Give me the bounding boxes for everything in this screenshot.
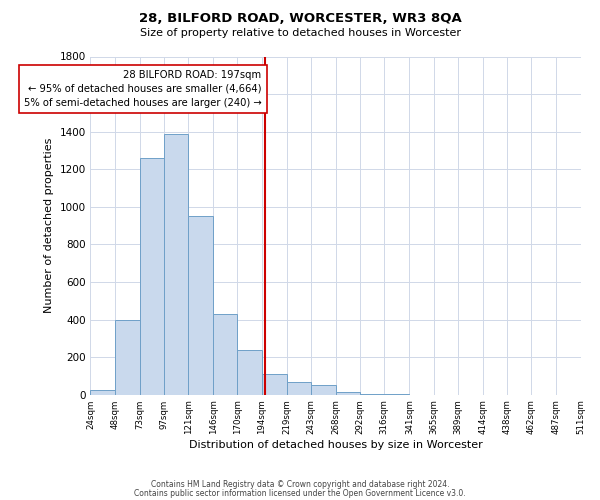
Text: Contains HM Land Registry data © Crown copyright and database right 2024.: Contains HM Land Registry data © Crown c… (151, 480, 449, 489)
Bar (311, 386, 336, 394)
Bar (262, 374, 287, 394)
Text: 28, BILFORD ROAD, WORCESTER, WR3 8QA: 28, BILFORD ROAD, WORCESTER, WR3 8QA (139, 12, 461, 26)
Text: Size of property relative to detached houses in Worcester: Size of property relative to detached ho… (139, 28, 461, 38)
Bar (238, 350, 262, 395)
Bar (336, 392, 360, 394)
Bar (287, 382, 311, 394)
Text: 28 BILFORD ROAD: 197sqm
← 95% of detached houses are smaller (4,664)
5% of semi-: 28 BILFORD ROAD: 197sqm ← 95% of detache… (24, 70, 262, 108)
Bar (188, 216, 213, 394)
Bar (164, 134, 188, 394)
Bar (213, 314, 238, 394)
Bar (140, 158, 164, 394)
X-axis label: Distribution of detached houses by size in Worcester: Distribution of detached houses by size … (188, 440, 482, 450)
Text: Contains public sector information licensed under the Open Government Licence v3: Contains public sector information licen… (134, 488, 466, 498)
Bar (115, 320, 140, 394)
Y-axis label: Number of detached properties: Number of detached properties (44, 138, 54, 314)
Bar (91, 390, 115, 394)
